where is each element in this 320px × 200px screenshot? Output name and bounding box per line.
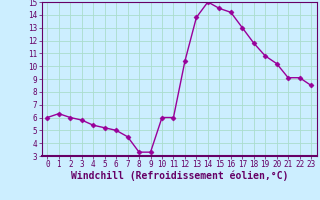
X-axis label: Windchill (Refroidissement éolien,°C): Windchill (Refroidissement éolien,°C) [70,171,288,181]
